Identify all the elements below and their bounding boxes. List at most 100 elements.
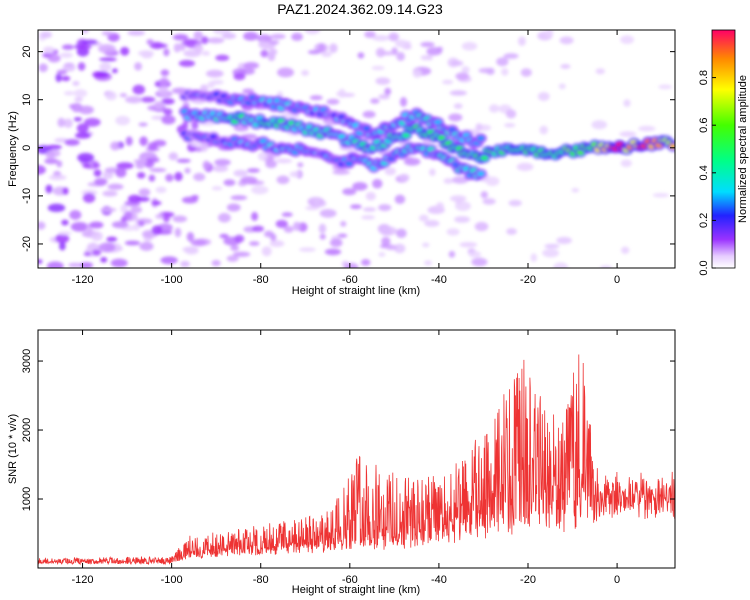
heatmap-cell [309, 95, 323, 101]
heatmap-cell [44, 158, 59, 165]
heatmap-cell [276, 175, 290, 185]
heatmap-cell [127, 194, 142, 203]
heatmap-cell [233, 251, 251, 257]
heatmap-cell [281, 212, 293, 217]
heatmap-cell [318, 43, 325, 53]
heatmap-cell [435, 202, 444, 211]
heatmap-cell [344, 161, 353, 167]
heatmap-cell [480, 191, 489, 199]
heatmap-cell [137, 50, 155, 57]
heatmap-cell [243, 61, 260, 69]
bottom-x-axis: -120 -100 -80 -60 -40 -20 0 [72, 330, 620, 586]
bottom-y-axis: 1000 2000 3000 [21, 349, 675, 511]
heatmap-cell [43, 46, 55, 54]
bottom-y-axis-label: SNR (10 * v/v) [7, 414, 19, 484]
heatmap-cell [319, 233, 326, 240]
heatmap-cell [275, 158, 293, 164]
heatmap-cell [132, 84, 146, 95]
heatmap-cell [360, 259, 371, 266]
heatmap-cell [326, 98, 340, 105]
heatmap-cell [159, 77, 170, 87]
heatmap-cell [46, 261, 64, 268]
heatmap-cell [61, 44, 74, 50]
heatmap-cell [544, 243, 560, 249]
heatmap-cell [92, 71, 106, 79]
heatmap-cell [160, 256, 178, 265]
y-tick-label: 20 [21, 46, 33, 58]
top-x-axis: -120 -100 -80 -60 -40 -20 0 [72, 30, 620, 286]
heatmap-cell [454, 201, 471, 211]
colorbar-ticks: 0.0 0.2 0.4 0.6 0.8 [698, 70, 716, 276]
heatmap-cell [38, 63, 48, 73]
heatmap-cell [93, 169, 102, 177]
heatmap-cell [251, 211, 259, 222]
heatmap-cell [240, 176, 258, 185]
heatmap-cell [81, 30, 89, 34]
heatmap-cell [182, 38, 197, 46]
heatmap-cell [426, 47, 443, 56]
heatmap-cell [45, 184, 53, 194]
heatmap-cell [270, 33, 286, 40]
heatmap-cell [485, 176, 500, 187]
heatmap-cell [496, 57, 509, 67]
heatmap-cell [116, 162, 134, 170]
heatmap-cell [106, 236, 118, 242]
heatmap-cell [361, 215, 376, 220]
heatmap-cell [201, 51, 211, 56]
heatmap-cell [378, 204, 392, 212]
colorbar-tick-label: 0.2 [698, 213, 710, 228]
heatmap-cell [136, 171, 146, 179]
heatmap-cell [242, 133, 258, 140]
heatmap-cell [226, 203, 241, 212]
heatmap-cell [202, 160, 211, 170]
heatmap-cell [130, 206, 143, 214]
heatmap-cell [151, 201, 162, 206]
heatmap-cell [319, 208, 337, 218]
heatmap-cell [480, 155, 489, 161]
heatmap-cell [219, 233, 229, 239]
bottom-plot-frame [37, 329, 676, 569]
heatmap-cell [211, 259, 221, 267]
heatmap-cell [516, 162, 534, 171]
heatmap-cell [474, 221, 489, 232]
heatmap-cell [178, 59, 196, 67]
heatmap-cell [476, 171, 485, 177]
heatmap-cell [352, 182, 368, 191]
snr-panel: -120 -100 -80 -60 -40 -20 0 1000 2000 3000 Heigh… [7, 329, 676, 596]
heatmap-cell [378, 226, 397, 236]
heatmap-cell [159, 91, 171, 97]
heatmap-cell [184, 167, 191, 174]
heatmap-cell [78, 105, 94, 115]
heatmap-cell [138, 122, 148, 127]
heatmap-cell [214, 158, 231, 166]
heatmap-cell [454, 216, 471, 223]
heatmap-cell [283, 225, 294, 233]
heatmap-cell [362, 207, 377, 212]
heatmap-cell [299, 247, 316, 252]
heatmap-cell [260, 49, 269, 58]
y-tick-label: 3000 [21, 349, 33, 373]
heatmap-cell [193, 172, 206, 182]
heatmap-cell [99, 57, 117, 62]
y-tick-label: -10 [21, 188, 33, 204]
x-tick-label: -60 [342, 274, 358, 286]
heatmap-cell [98, 242, 116, 253]
heatmap-cell [233, 169, 248, 177]
heatmap-cell [364, 31, 376, 38]
heatmap-cell [658, 84, 673, 90]
heatmap-cell [321, 51, 332, 58]
heatmap-cell [619, 131, 637, 138]
heatmap-cell [47, 54, 61, 63]
heatmap-cell [553, 262, 569, 268]
heatmap-cell [275, 219, 288, 228]
heatmap-cell [289, 171, 301, 178]
heatmap-cell [530, 253, 538, 262]
heatmap-cell [181, 196, 198, 204]
heatmap-cell [211, 186, 223, 191]
heatmap-cell [174, 171, 183, 182]
heatmap-cell [243, 31, 259, 41]
heatmap-cell [455, 72, 470, 81]
heatmap-cell [571, 187, 580, 193]
heatmap-cell [420, 55, 430, 61]
